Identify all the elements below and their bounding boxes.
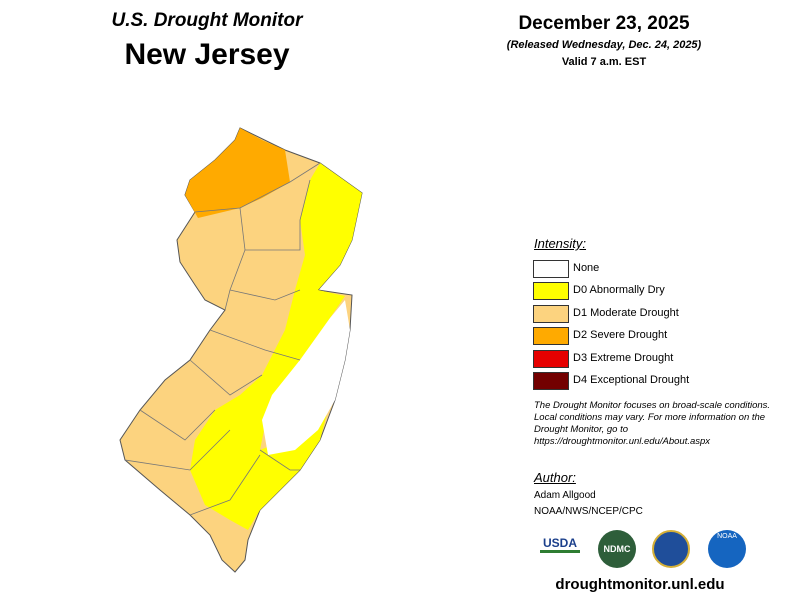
legend-label: None — [573, 262, 600, 274]
county-line — [229, 289, 301, 301]
d0-area — [190, 163, 362, 530]
url: droughtmonitor.unl.edu — [555, 576, 725, 593]
legend-swatch — [533, 372, 569, 390]
legend-label: D1 Moderate Drought — [573, 306, 679, 319]
logo-ndmc: NDMC — [598, 530, 636, 568]
date: December 23, 2025 — [518, 13, 690, 34]
logo-doc — [652, 530, 690, 568]
legend-swatch — [533, 282, 569, 301]
state: New Jersey — [124, 38, 290, 71]
legend-label: D0 Abnormally Dry — [573, 284, 665, 297]
legend-title: Intensity: — [534, 236, 587, 251]
county-line — [224, 207, 246, 311]
legend-swatch — [533, 349, 569, 368]
legend-swatch — [533, 260, 569, 278]
county-line — [124, 429, 231, 471]
legend-swatch — [533, 327, 569, 346]
logo-usda: USDA — [540, 536, 580, 553]
none-area — [262, 300, 350, 455]
legend-label: D4 Exceptional Drought — [573, 374, 690, 386]
county-line — [209, 329, 301, 361]
legend-label: D3 Extreme Drought — [573, 351, 674, 364]
county-line — [139, 409, 216, 441]
author-org: NOAA/NWS/NCEP/CPC — [534, 506, 643, 517]
county-line — [189, 359, 263, 396]
author-name: Adam Allgood — [534, 490, 596, 501]
county-line — [245, 179, 311, 251]
released: (Released Wednesday, Dec. 24, 2025) — [506, 39, 702, 51]
title: U.S. Drought Monitor — [111, 10, 303, 31]
valid: Valid 7 a.m. EST — [561, 56, 647, 68]
county-line — [194, 162, 321, 213]
logo-noaa: NOAA — [708, 530, 746, 568]
note: The Drought Monitor focuses on broad-sca… — [534, 400, 771, 447]
county-line — [259, 449, 300, 471]
author-title: Author: — [534, 470, 576, 485]
legend-label: D2 Severe Drought — [573, 329, 668, 342]
county-line — [189, 454, 261, 516]
legend-swatch — [533, 304, 569, 323]
